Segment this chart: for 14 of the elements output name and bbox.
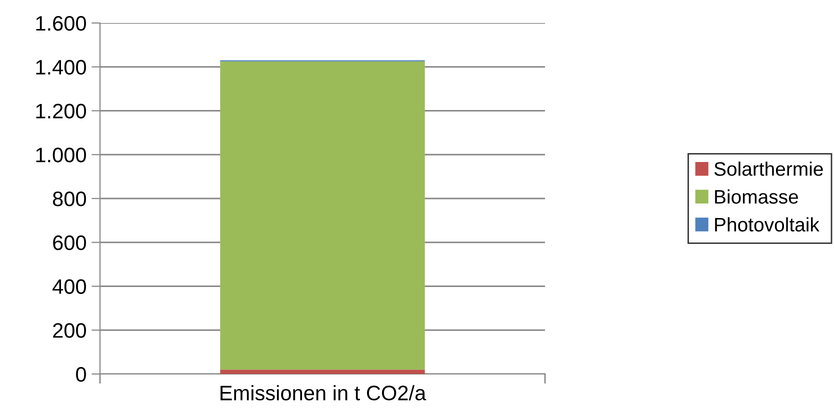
y-tick-label: 1.600	[36, 16, 86, 31]
legend-label: Solarthermie	[714, 162, 823, 176]
y-tick-label: 200	[53, 323, 86, 338]
x-tick-label: Emissionen in t CO2/a	[220, 385, 426, 400]
y-tick-label: 400	[52, 279, 86, 294]
legend-label: Photovoltaik	[715, 217, 820, 232]
legend-label: Biomasse	[715, 189, 798, 204]
y-tick-label: 1.200	[36, 104, 86, 119]
y-tick-label: 0	[76, 367, 86, 382]
y-tick-label: 800	[52, 192, 86, 206]
y-tick-label: 1.400	[36, 60, 86, 75]
y-tick-label: 600	[53, 235, 86, 250]
bar	[220, 370, 425, 374]
y-tick-label: 1.000	[36, 148, 86, 162]
